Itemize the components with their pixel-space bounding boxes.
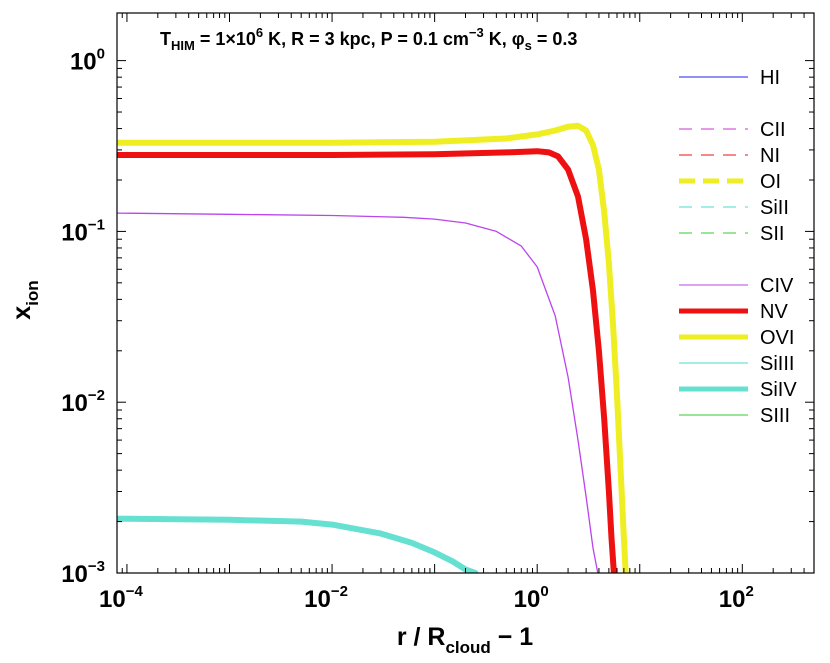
series-line-civ [117,212,599,573]
x-tick-label: 10−4 [99,583,143,613]
y-tick-label: 10−1 [61,216,105,246]
legend-label-civ: CIV [760,275,794,297]
series-line-nv [117,148,617,573]
legend-label-nv: NV [760,301,788,323]
series-line-ovi [117,122,629,573]
chart-title: THIM = 1×106 K, R = 3 kpc, P = 0.1 cm−3 … [160,25,577,53]
x-tick-label: 100 [514,583,549,613]
series-line-siiv [117,515,479,573]
y-tick-label: 10−2 [61,387,105,417]
x-axis-title: r / Rcloud − 1 [397,623,533,657]
y-tick-label: 100 [70,46,105,76]
legend-label-sii: SII [760,223,784,245]
x-tick-label: 102 [719,583,754,613]
legend-label-siii: SIII [760,405,790,427]
y-axis-title: xion [8,280,42,319]
ticks-layer: 10−4 10−2 100 102 10−3 10−2 10−1 100 [61,13,815,613]
legend-label-oi: OI [760,171,781,193]
x-tick-label: 10−2 [304,583,348,613]
legend-label-ovi: OVI [760,327,794,349]
legend-label-ni: NI [760,145,780,167]
y-tick-label: 10−3 [61,558,105,588]
legend-label-cii: CII [760,119,786,141]
legend-label-hi: HI [760,67,780,89]
legend-label-siiv: SiIV [760,379,797,401]
legend-label-siii: SiII [760,197,789,219]
legend-label-siiii: SiIII [760,353,794,375]
legend: HI CII NI OI SiII SII CIV NV OVI SiIII SiIV SIII [679,67,797,427]
series-layer [117,122,629,573]
plot-frame [116,12,815,574]
